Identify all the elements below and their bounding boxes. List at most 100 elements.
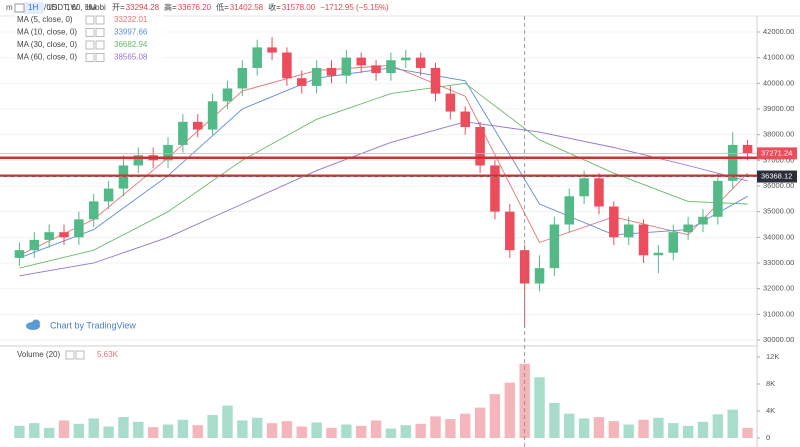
candle-body	[163, 144, 173, 161]
volume-bar	[638, 419, 649, 438]
volume-bar	[88, 418, 99, 438]
volume-bar	[549, 402, 560, 438]
toolbar-button[interactable]: 1H	[28, 3, 38, 12]
icon[interactable]	[75, 350, 85, 360]
crosshair-price-label: 36368.12	[761, 172, 792, 181]
legend-name: MA (60, close, 0)	[17, 53, 77, 62]
y-tick-label: 38000.00	[763, 130, 794, 139]
candle-body	[698, 216, 708, 225]
candle-body	[133, 155, 144, 166]
legend-name: MA (10, close, 0)	[17, 28, 77, 37]
volume-bar	[251, 417, 263, 438]
candle-body	[386, 60, 396, 74]
y-tick-label: 36000.00	[763, 181, 794, 190]
icon[interactable]	[65, 350, 75, 360]
toolbar-active	[24, 2, 44, 14]
volume-bar	[564, 413, 575, 438]
volume-bar	[504, 382, 516, 438]
y-tick-label: 41000.00	[763, 53, 794, 62]
candle-body	[623, 224, 634, 238]
volume-bar	[608, 421, 620, 438]
icon[interactable]	[85, 15, 95, 25]
volume-bar	[73, 423, 85, 438]
volume-bar	[133, 421, 144, 438]
candle-body	[59, 232, 69, 238]
candle-body	[326, 67, 337, 76]
candle-body	[638, 224, 649, 256]
candle-body	[668, 232, 679, 253]
icon[interactable]	[85, 40, 95, 50]
volume-bar	[147, 427, 159, 438]
candle-body	[683, 224, 693, 233]
candle-body	[653, 252, 664, 256]
icon[interactable]	[95, 40, 105, 50]
y-tick-label: 35000.00	[763, 207, 794, 216]
candle-body	[282, 52, 292, 79]
toolbar-button[interactable]: m	[6, 3, 13, 12]
volume-tick-label: 4K	[766, 406, 775, 415]
y-tick-label: 32000.00	[763, 284, 794, 293]
volume-bar	[341, 424, 352, 438]
icon[interactable]	[85, 53, 95, 62]
volume-bar	[281, 421, 293, 438]
candle-body	[14, 250, 25, 258]
legend-bg	[14, 52, 164, 63]
volume-bar	[192, 425, 203, 438]
watermark-logo	[26, 319, 40, 330]
volume-bar	[578, 418, 590, 438]
volume-legend-value: 5.63K	[97, 350, 119, 359]
icon[interactable]	[95, 53, 105, 62]
icon[interactable]	[95, 28, 105, 37]
volume-bar	[14, 425, 25, 438]
candle-body	[237, 67, 248, 89]
toolbar-button[interactable]: 1W	[66, 3, 78, 12]
volume-tick-label: 8K	[766, 379, 775, 388]
volume-bar	[534, 377, 545, 438]
volume-tick-label: 0	[766, 433, 770, 442]
candle-body	[401, 57, 411, 61]
candle-body	[727, 144, 738, 181]
candle-body	[534, 268, 545, 284]
volume-bar	[697, 421, 709, 438]
volume-bar	[400, 425, 411, 438]
volume-bar	[311, 422, 322, 438]
candle-body	[356, 57, 366, 66]
icon[interactable]	[85, 28, 95, 37]
volume-bar	[29, 423, 40, 438]
candle-body	[341, 57, 352, 76]
y-tick-label: 40000.00	[763, 78, 794, 87]
volume-bar	[237, 420, 248, 438]
candle-body	[579, 178, 589, 197]
toolbar-button[interactable]: 1D	[47, 3, 57, 12]
last-price-box	[757, 147, 797, 160]
candle-body	[192, 121, 203, 130]
candle-body	[564, 196, 575, 225]
volume-tick-label: 12K	[766, 352, 779, 361]
legend-value: 36682.94	[114, 40, 148, 49]
volume-bar	[519, 363, 530, 438]
candle-body	[430, 67, 441, 94]
y-tick-label: 42000.00	[763, 27, 794, 36]
volume-bar	[326, 427, 337, 438]
ohlc-label: 收=	[268, 2, 281, 12]
volume-bar	[103, 426, 114, 438]
volume-bar	[415, 423, 426, 438]
ohlc-value: 33676.20	[178, 3, 212, 12]
volume-bar	[445, 419, 456, 438]
candle-body	[549, 224, 560, 269]
ohlc-value: 31402.58	[230, 3, 264, 12]
volume-bar	[356, 425, 367, 438]
volume-bar	[177, 419, 189, 438]
candle-body	[445, 93, 456, 112]
volume-bar	[266, 423, 278, 438]
y-tick-label: 33000.00	[763, 258, 794, 267]
volume-bar	[370, 420, 382, 438]
legend-bg	[14, 40, 164, 50]
candle-body	[44, 232, 54, 240]
y-tick-label: 31000.00	[763, 309, 794, 318]
y-tick-label: 37000.00	[763, 155, 794, 164]
icon[interactable]	[95, 15, 105, 25]
toolbar-button[interactable]: 1M	[85, 3, 96, 12]
change: −1712.95 (−5.15%)	[320, 3, 389, 12]
